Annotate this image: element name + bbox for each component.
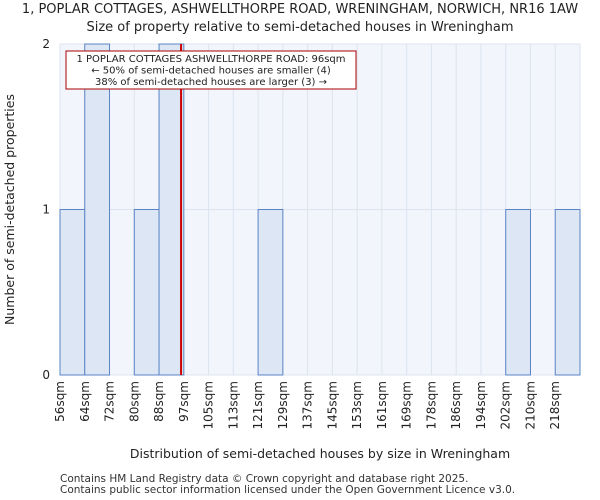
bar-chart: 0 1 2 56sqm 64sqm 72sqm 80sqm 88sqm 97sqm 105sqm 1… [2, 37, 581, 461]
x-tick-label: 80sqm [127, 381, 141, 422]
x-tick-label: 97sqm [177, 381, 191, 422]
chart-title: 1, POPLAR COTTAGES, ASHWELLTHORPE ROAD, … [21, 2, 579, 17]
x-tick-label: 210sqm [523, 381, 537, 429]
footer-licence: Contains public sector information licen… [60, 484, 516, 496]
bar-218sqm [554, 209, 581, 376]
x-tick-label: 202sqm [499, 381, 513, 429]
bar-202sqm [505, 209, 531, 376]
chart-subtitle: Size of property relative to semi-detach… [86, 20, 514, 35]
x-tick-label: 64sqm [78, 381, 92, 422]
y-tick-label: 2 [42, 37, 50, 51]
annotation-box [65, 50, 357, 90]
annotation-line3: 38% of semi-detached houses are larger (… [95, 77, 327, 88]
x-axis-title: Distribution of semi-detached houses by … [130, 446, 510, 461]
x-tick-label: 137sqm [301, 381, 315, 429]
x-tick-label: 178sqm [424, 381, 438, 429]
x-tick-label: 105sqm [202, 381, 216, 429]
x-tick-label: 169sqm [400, 381, 414, 429]
bar-80sqm [133, 209, 160, 376]
x-tick-label: 121sqm [251, 381, 265, 429]
x-tick-label: 56sqm [53, 381, 67, 422]
bar-121sqm [257, 209, 284, 376]
x-tick-label: 218sqm [548, 381, 562, 429]
x-tick-label: 145sqm [325, 381, 339, 429]
x-tick-label: 129sqm [276, 381, 290, 429]
x-tick-label: 194sqm [474, 381, 488, 429]
x-tick-label: 88sqm [152, 381, 166, 422]
annotation-line1: 1 POPLAR COTTAGES ASHWELLTHORPE ROAD: 96… [76, 54, 345, 65]
x-tick-label: 161sqm [375, 381, 389, 429]
x-tick-label: 113sqm [226, 381, 240, 429]
bar-64sqm [84, 43, 111, 376]
x-tick-label: 153sqm [350, 381, 364, 429]
bar-56sqm [59, 209, 86, 376]
annotation-line2: ← 50% of semi-detached houses are smalle… [91, 66, 331, 77]
bar-88sqm [158, 43, 185, 376]
y-tick-label: 0 [42, 368, 50, 382]
footer-copyright: Contains HM Land Registry data © Crown c… [60, 473, 469, 485]
x-tick-label: 72sqm [103, 381, 117, 422]
y-tick-label: 1 [42, 203, 50, 217]
x-tick-label: 186sqm [449, 381, 463, 429]
y-axis-title: Number of semi-detached properties [2, 94, 17, 325]
